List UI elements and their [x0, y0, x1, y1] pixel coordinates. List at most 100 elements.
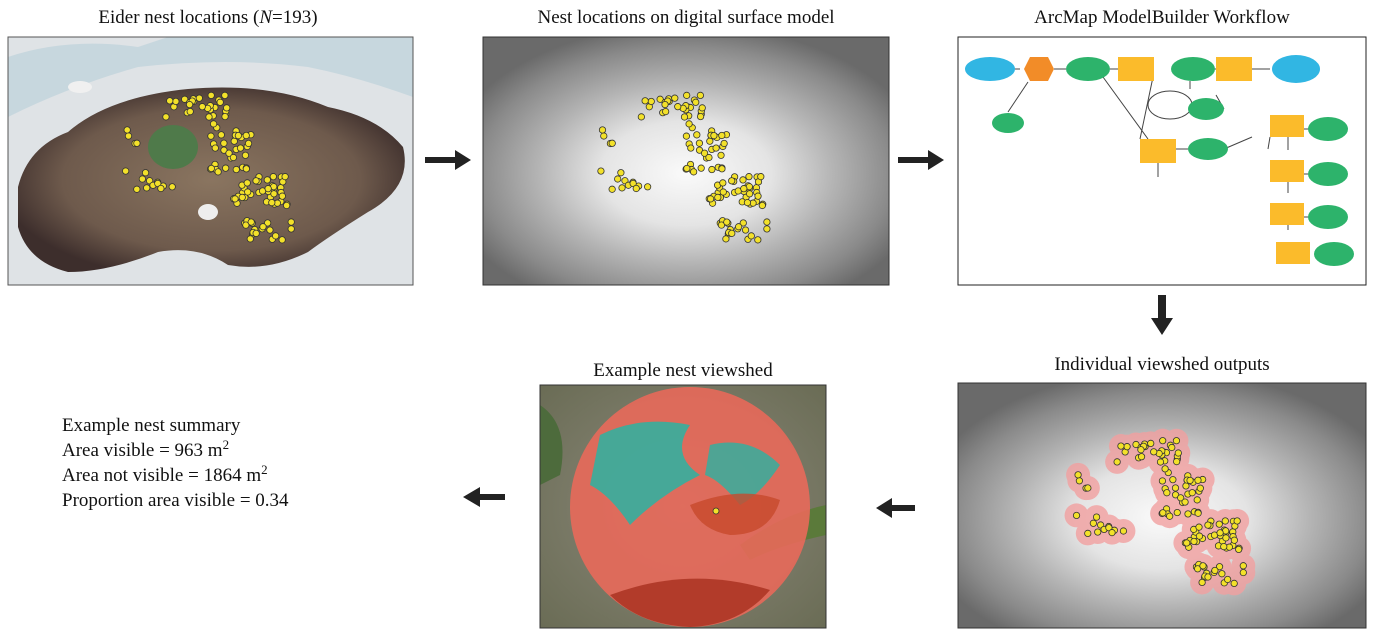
nest-point — [1222, 534, 1230, 542]
nest-point — [608, 185, 616, 193]
nest-point — [272, 232, 280, 240]
nest-point — [714, 193, 722, 201]
nest-point — [1084, 529, 1092, 538]
nest-point — [186, 107, 194, 116]
nest-point — [278, 192, 286, 200]
nest-point — [283, 201, 291, 210]
nest-point — [1194, 565, 1202, 573]
nest-point — [1183, 539, 1191, 547]
title-part: N — [258, 7, 273, 28]
nest-point — [209, 120, 218, 128]
title-part: Eider nest locations ( — [98, 7, 259, 28]
nest-point — [1092, 513, 1101, 521]
nest-point — [1137, 446, 1145, 454]
nest-point — [1199, 562, 1207, 570]
nest-point — [223, 104, 231, 112]
nest-point — [618, 184, 626, 192]
nest-point — [637, 113, 645, 121]
nest-point — [1156, 458, 1165, 466]
summary-text: Area not visible = 1864 m — [62, 465, 261, 486]
nest-point — [242, 221, 250, 229]
arrows — [425, 150, 1173, 518]
nest-point — [1235, 545, 1243, 554]
nest-point — [1147, 439, 1155, 448]
nest-point — [1150, 448, 1158, 456]
nest-point — [1169, 476, 1177, 484]
nest-point — [1233, 517, 1241, 525]
nest-point — [739, 176, 747, 184]
nest-point — [1177, 494, 1185, 502]
dsm-image — [483, 37, 889, 285]
nest-point — [1190, 537, 1198, 546]
nest-point — [1161, 465, 1169, 473]
summary-text: Area visible = 963 m — [62, 440, 223, 461]
nest-point — [1224, 575, 1232, 584]
nest-point — [745, 173, 753, 181]
nest-point — [682, 132, 691, 140]
nest-point — [717, 221, 726, 229]
nest-point — [238, 193, 246, 201]
nest-point — [141, 169, 150, 177]
nest-point — [230, 137, 238, 145]
nest-point — [207, 164, 215, 173]
panel-title: Individual viewshed outputs — [1054, 354, 1269, 375]
nest-point — [195, 94, 203, 102]
nest-point — [617, 169, 625, 177]
summary-line: Proportion area visible = 0.34 — [62, 490, 289, 511]
modelbuilder-diagram — [957, 36, 1367, 286]
nest-point — [259, 223, 267, 231]
nest-point — [1119, 527, 1128, 535]
nest-point — [739, 219, 747, 227]
nest-point — [656, 95, 664, 103]
nest-point — [712, 144, 720, 152]
nest-point — [143, 184, 151, 192]
nest-point — [252, 177, 260, 185]
nest-point — [133, 185, 141, 193]
nest-point — [122, 167, 130, 175]
nest-point — [229, 153, 237, 162]
nest-point — [1075, 477, 1083, 485]
nest-point — [162, 113, 170, 121]
aerial-photo — [8, 37, 413, 285]
nest-point — [671, 94, 679, 102]
nest-point — [123, 126, 131, 134]
nest-point — [1168, 443, 1176, 452]
nest-point — [695, 139, 704, 147]
nest-point — [269, 173, 277, 181]
nest-point — [241, 151, 250, 159]
nest-point — [710, 132, 718, 140]
frame — [957, 382, 1367, 629]
nest-point — [735, 223, 743, 231]
nest-point — [705, 153, 713, 162]
panel-title: ArcMap ModelBuilder Workflow — [1034, 7, 1290, 28]
nest-point — [598, 126, 607, 134]
summary: Example nest summary Area visible = 963 … — [62, 415, 289, 511]
nest-point — [696, 112, 705, 121]
nest-point — [1182, 482, 1190, 490]
nest-point — [138, 175, 146, 183]
nest-point — [1108, 529, 1116, 537]
nest-point — [236, 144, 245, 152]
nest-point — [683, 164, 691, 173]
nest-point — [641, 97, 649, 105]
nest-point — [198, 103, 206, 111]
nest-point — [647, 97, 655, 106]
nest-point — [754, 236, 762, 244]
nest-point — [728, 177, 736, 185]
nest-point — [1113, 458, 1121, 466]
nest-point — [1084, 484, 1092, 492]
nest-point — [1211, 566, 1219, 575]
nest-point — [758, 201, 766, 210]
nest-point — [754, 192, 762, 200]
nest-point — [722, 235, 730, 243]
nest-point — [214, 168, 222, 176]
nest-point — [247, 218, 255, 226]
nest-point — [157, 184, 165, 193]
nest-point — [740, 185, 748, 193]
nest-point — [244, 188, 252, 196]
nest-point — [608, 139, 616, 147]
nest-point — [168, 183, 176, 191]
nest-point — [234, 132, 242, 140]
nest-point — [220, 139, 228, 147]
